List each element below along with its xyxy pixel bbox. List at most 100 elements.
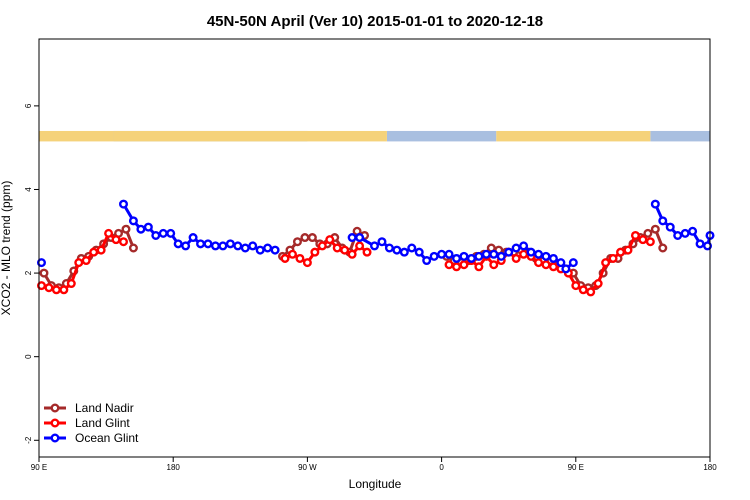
data-point	[173, 239, 183, 249]
map-land-segment	[39, 130, 114, 142]
data-point	[526, 247, 536, 257]
data-point	[36, 281, 46, 291]
data-point	[452, 253, 462, 263]
data-point	[429, 251, 439, 261]
x-tick-label: 0	[439, 463, 444, 472]
plot-frame	[38, 38, 711, 458]
data-point	[307, 233, 317, 243]
data-point	[695, 239, 705, 249]
map-ocean-segment	[650, 130, 710, 142]
data-point	[302, 258, 312, 268]
data-point	[541, 260, 551, 270]
data-point	[384, 243, 394, 253]
data-point	[218, 241, 228, 251]
data-point	[645, 237, 655, 247]
data-point	[370, 241, 380, 251]
data-point	[36, 258, 46, 268]
data-point	[623, 245, 633, 255]
series-layer	[36, 199, 715, 297]
data-point	[81, 256, 91, 266]
data-point	[263, 243, 273, 253]
data-point	[287, 249, 297, 259]
data-point	[181, 241, 191, 251]
data-point	[680, 228, 690, 238]
data-point	[66, 279, 76, 289]
legend-swatch-marker	[50, 403, 60, 413]
data-point	[534, 258, 544, 268]
data-point	[519, 249, 529, 259]
data-point	[422, 256, 432, 266]
data-point	[248, 241, 258, 251]
data-point	[151, 230, 161, 240]
data-point	[496, 251, 506, 261]
data-point	[270, 245, 280, 255]
data-point	[196, 239, 206, 249]
map-ocean-segment	[386, 130, 497, 142]
data-point	[325, 235, 335, 245]
data-point	[630, 230, 640, 240]
data-point	[39, 268, 49, 278]
data-point	[643, 228, 653, 238]
data-point	[474, 251, 484, 261]
data-point	[407, 243, 417, 253]
x-tick-label: 90 W	[298, 463, 317, 472]
data-point	[340, 245, 350, 255]
x-tick-label: 90 E	[31, 463, 47, 472]
data-point	[355, 233, 365, 243]
y-tick-label: 4	[24, 187, 33, 192]
data-point	[414, 247, 424, 257]
data-point	[118, 199, 128, 209]
data-point	[504, 247, 514, 257]
data-point	[466, 253, 476, 263]
y-tick-label: 0	[24, 354, 33, 359]
data-point	[511, 253, 521, 263]
data-point	[601, 258, 611, 268]
data-point	[317, 241, 327, 251]
data-point	[233, 241, 243, 251]
data-point	[188, 233, 198, 243]
data-point	[650, 224, 660, 234]
data-point	[437, 249, 447, 259]
data-point	[459, 260, 469, 270]
data-point	[347, 249, 357, 259]
data-point	[548, 262, 558, 272]
y-axis-label: XCO2 - MLO trend (ppm)	[0, 181, 13, 316]
map-land-segment	[496, 130, 651, 142]
data-point	[355, 241, 365, 251]
data-point	[541, 251, 551, 261]
data-point	[347, 233, 357, 243]
data-point	[166, 228, 176, 238]
data-point	[59, 285, 69, 295]
data-point	[111, 235, 121, 245]
data-point	[89, 247, 99, 257]
data-point	[96, 245, 106, 255]
data-point	[638, 235, 648, 245]
data-point	[210, 241, 220, 251]
data-point	[292, 237, 302, 247]
data-point	[556, 258, 566, 268]
data-point	[377, 237, 387, 247]
data-point	[128, 243, 138, 253]
data-point	[481, 249, 491, 259]
data-point	[459, 251, 469, 261]
data-point	[593, 279, 603, 289]
data-point	[255, 245, 265, 255]
legend-label: Ocean Glint	[75, 431, 139, 445]
data-point	[104, 228, 114, 238]
data-point	[673, 230, 683, 240]
data-point	[658, 216, 668, 226]
data-point	[688, 226, 698, 236]
data-point	[586, 287, 596, 297]
data-point	[392, 245, 402, 255]
data-point	[44, 283, 54, 293]
data-point	[665, 222, 675, 232]
data-point	[158, 228, 168, 238]
data-point	[561, 264, 571, 274]
x-axis-label: Longitude	[349, 477, 402, 491]
x-tick-label: 180	[703, 463, 717, 472]
data-point	[280, 253, 290, 263]
data-point	[300, 233, 310, 243]
data-point	[444, 260, 454, 270]
data-point	[74, 258, 84, 268]
